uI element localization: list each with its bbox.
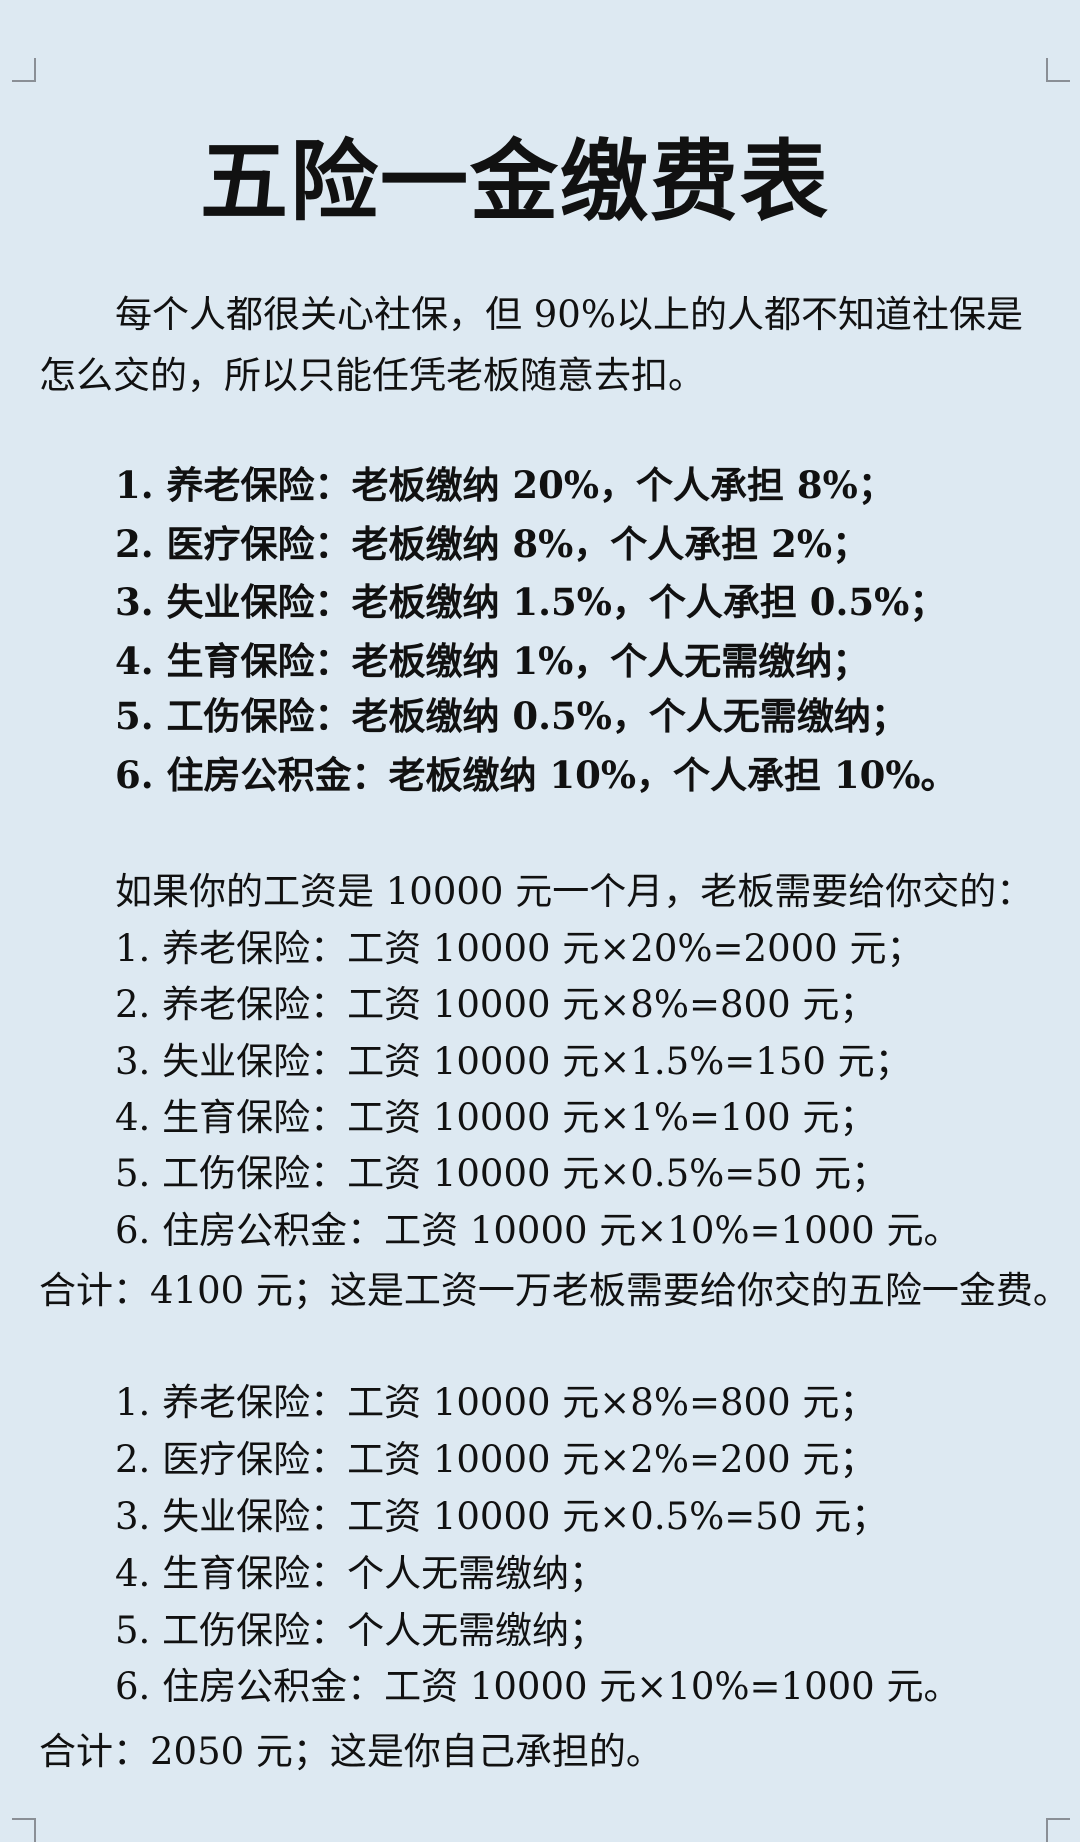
rate-item: 1. 养老保险：老板缴纳 20%，个人承担 8%； [115, 463, 895, 507]
employer-intro: 如果你的工资是 10000 元一个月，老板需要给你交的： [115, 870, 1034, 913]
employer-item: 5. 工伤保险：工资 10000 元×0.5%=50 元； [115, 1152, 889, 1195]
page-title: 五险一金缴费表 [199, 130, 830, 233]
page-corner-mark [12, 58, 36, 82]
intro-line: 每个人都很关心社保，但 90%以上的人都不知道社保是 [115, 293, 1023, 336]
employer-item: 1. 养老保险：工资 10000 元×20%=2000 元； [115, 927, 924, 970]
employee-item: 5. 工伤保险：个人无需缴纳； [115, 1609, 607, 1652]
employee-item: 4. 生育保险：个人无需缴纳； [115, 1552, 607, 1595]
employer-item: 3. 失业保险：工资 10000 元×1.5%=150 元； [115, 1040, 912, 1083]
employee-item: 1. 养老保险：工资 10000 元×8%=800 元； [115, 1381, 877, 1424]
page-corner-mark [1046, 1818, 1070, 1842]
page-corner-mark [12, 1818, 36, 1842]
employee-total: 合计：2050 元；这是你自己承担的。 [39, 1730, 663, 1773]
employer-item: 6. 住房公积金：工资 10000 元×10%=1000 元。 [115, 1209, 961, 1252]
intro-line: 怎么交的，所以只能任凭老板随意去扣。 [39, 354, 705, 397]
rate-item: 6. 住房公积金：老板缴纳 10%，个人承担 10%。 [115, 753, 958, 797]
rate-item: 5. 工伤保险：老板缴纳 0.5%，个人无需缴纳； [115, 694, 908, 738]
employee-item: 2. 医疗保险：工资 10000 元×2%=200 元； [115, 1438, 877, 1481]
employee-item: 6. 住房公积金：工资 10000 元×10%=1000 元。 [115, 1665, 961, 1708]
rate-item: 3. 失业保险：老板缴纳 1.5%，个人承担 0.5%； [115, 580, 947, 624]
rate-item: 2. 医疗保险：老板缴纳 8%，个人承担 2%； [115, 522, 870, 566]
employer-item: 4. 生育保险：工资 10000 元×1%=100 元； [115, 1096, 877, 1139]
rate-item: 4. 生育保险：老板缴纳 1%，个人无需缴纳； [115, 639, 870, 683]
employee-item: 3. 失业保险：工资 10000 元×0.5%=50 元； [115, 1495, 889, 1538]
page-corner-mark [1046, 58, 1070, 82]
employer-item: 2. 养老保险：工资 10000 元×8%=800 元； [115, 983, 877, 1026]
employer-total: 合计：4100 元；这是工资一万老板需要给你交的五险一金费。 [39, 1269, 1070, 1312]
